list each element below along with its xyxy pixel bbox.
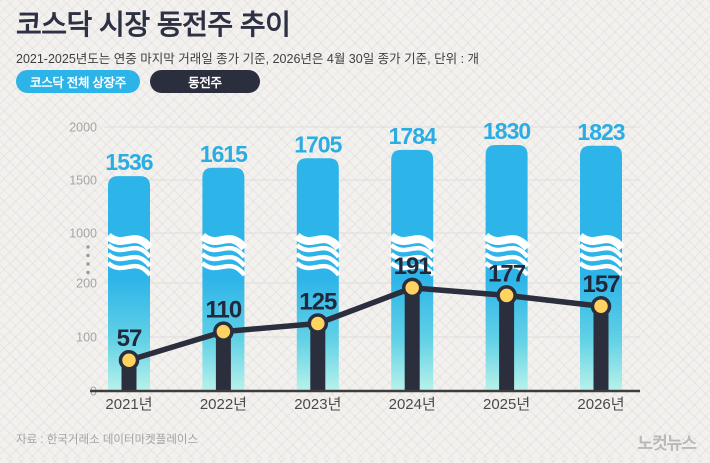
penny-stocks-marker xyxy=(401,277,423,299)
x-axis-category-label: 2021년 xyxy=(105,396,152,413)
axis-break-wave xyxy=(578,243,624,259)
legend-badge-penny-stocks: 동전주 xyxy=(149,70,260,93)
penny-stocks-line xyxy=(126,285,604,363)
penny-stocks-marker xyxy=(590,295,612,317)
penny-stocks-marker xyxy=(213,321,234,342)
axis-break-wave xyxy=(199,232,248,251)
penny-stocks-marker xyxy=(307,313,329,334)
axis-break-wave xyxy=(482,232,531,251)
axis-break-dots xyxy=(86,262,90,266)
axis-break-wave xyxy=(200,261,247,277)
axis-break-wave xyxy=(389,261,435,277)
axis-break-wave xyxy=(106,252,152,268)
source-credit: 자료 : 한국거래소 데이터마켓플레이스 xyxy=(16,434,199,446)
penny-stocks-value-label: 157 xyxy=(582,271,620,298)
axis-break-wave xyxy=(294,232,342,251)
y-axis-tick-label: 1000 xyxy=(69,227,97,241)
listed-stocks-value-label: 1830 xyxy=(483,118,530,144)
listed-stocks-value-label: 1705 xyxy=(294,131,342,157)
legend-badge-listed-stocks: 코스닥 전체 상장주 xyxy=(16,70,140,93)
axis-break-dots xyxy=(86,270,90,275)
page-title-bold: 동전주 추이 xyxy=(156,9,291,40)
page-subtitle: 2021-2025년도는 연중 마지막 거래일 종가 기준, 2026년은 4월… xyxy=(16,52,480,66)
x-axis-category-label: 2026년 xyxy=(577,396,624,413)
axis-break-wave xyxy=(105,232,154,251)
listed-stocks-bar xyxy=(391,149,434,391)
axis-break-wave xyxy=(200,252,247,268)
penny-stocks-bar xyxy=(215,331,231,391)
axis-break-wave xyxy=(295,243,341,259)
listed-stocks-value-label: 1823 xyxy=(577,119,624,145)
axis-break-wave xyxy=(484,252,530,268)
axis-break-wave xyxy=(106,261,152,277)
axis-break-wave xyxy=(389,252,435,268)
axis-break-wave xyxy=(484,243,530,259)
x-axis-category-label: 2023년 xyxy=(294,396,341,413)
penny-stocks-value-label: 125 xyxy=(299,289,337,316)
axis-break-wave xyxy=(106,243,152,259)
x-axis-category-label: 2025년 xyxy=(483,396,530,413)
axis-break-wave xyxy=(295,252,341,268)
y-axis-tick-label: 100 xyxy=(76,331,97,345)
penny-stocks-value-label: 57 xyxy=(117,325,142,352)
penny-stocks-bar xyxy=(404,287,420,391)
penny-stocks-value-label: 110 xyxy=(206,297,242,324)
axis-break-wave xyxy=(577,232,626,251)
listed-stocks-value-label: 1536 xyxy=(105,149,152,175)
axis-break-wave xyxy=(200,243,247,259)
nocut-news-logo: 노컷뉴스 xyxy=(637,434,697,453)
axis-break-wave xyxy=(388,232,437,251)
listed-stocks-bar xyxy=(108,176,150,391)
axis-break-wave xyxy=(484,261,530,277)
axis-break-wave xyxy=(578,252,624,268)
page-title: 코스닥 시장 동전주 추이 xyxy=(16,8,291,42)
x-axis-category-label: 2022년 xyxy=(200,396,247,413)
axis-break-wave xyxy=(578,261,624,277)
axis-break-dots xyxy=(86,253,90,258)
y-axis-tick-label: 2000 xyxy=(69,121,97,135)
x-axis-category-label: 2024년 xyxy=(389,396,436,413)
penny-stocks-bar xyxy=(593,306,609,391)
penny-stocks-marker xyxy=(496,285,517,306)
penny-stocks-bar xyxy=(499,295,515,391)
legend: 코스닥 전체 상장주 동전주 xyxy=(16,70,260,93)
listed-stocks-value-label: 1784 xyxy=(389,123,437,149)
penny-stocks-value-label: 191 xyxy=(394,253,432,280)
axis-break-wave xyxy=(389,243,435,259)
axis-break-dots xyxy=(86,245,90,249)
penny-stocks-marker xyxy=(118,349,140,371)
axis-break-wave xyxy=(295,261,341,277)
y-axis-tick-label: 1500 xyxy=(69,174,97,188)
listed-stocks-value-label: 1615 xyxy=(200,141,248,167)
page-title-regular: 코스닥 시장 xyxy=(16,9,157,40)
y-axis-tick-label: 200 xyxy=(76,277,97,291)
listed-stocks-bar xyxy=(296,158,339,391)
penny-stocks-value-label: 177 xyxy=(488,260,526,287)
penny-stocks-bar xyxy=(310,323,326,391)
